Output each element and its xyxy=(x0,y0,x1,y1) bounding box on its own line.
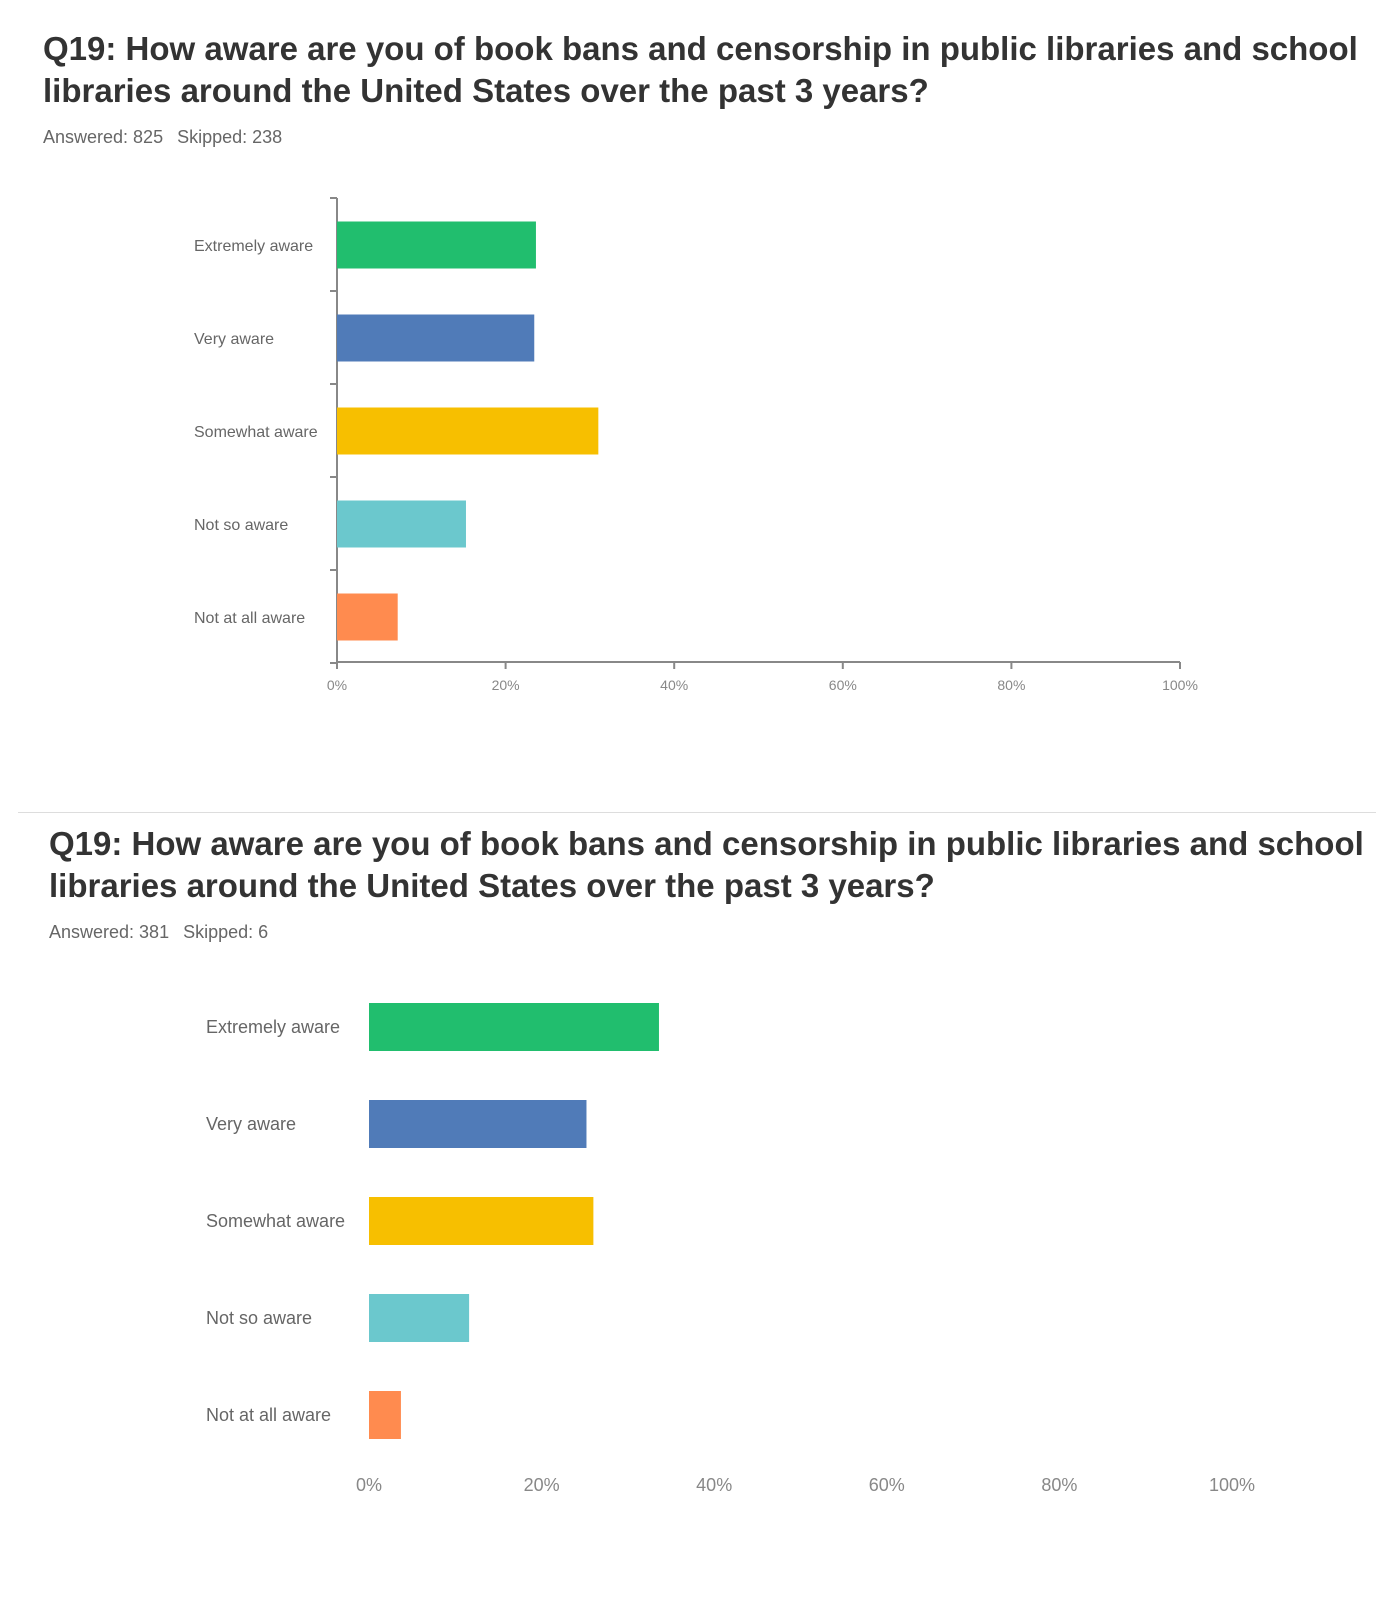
x-tick-label: 80% xyxy=(997,677,1025,693)
x-tick-label: 100% xyxy=(1209,1475,1255,1495)
bar-very-aware xyxy=(369,1100,587,1148)
category-label-very-aware: Very aware xyxy=(194,331,274,348)
x-tick-label: 0% xyxy=(356,1475,382,1495)
bar-chart: Extremely aware Very aware Somewhat aware N… xyxy=(194,197,1198,693)
bar-not-so-aware xyxy=(369,1294,470,1342)
bar-somewhat-aware xyxy=(337,407,599,455)
x-tick-label: 100% xyxy=(1162,677,1198,693)
x-tick-label: 80% xyxy=(1041,1475,1077,1495)
category-label-somewhat-aware: Somewhat aware xyxy=(194,424,318,441)
x-tick-label: 40% xyxy=(660,677,688,693)
bar-chart: Extremely aware Very aware Somewhat aware N… xyxy=(206,1003,1255,1495)
bar-somewhat-aware xyxy=(369,1197,594,1245)
category-label-not-at-all-aware: Not at all aware xyxy=(206,1405,331,1425)
category-label-not-so-aware: Not so aware xyxy=(194,517,288,534)
bar-not-at-all-aware xyxy=(337,593,398,641)
x-tick-label: 60% xyxy=(869,1475,905,1495)
x-tick-label: 20% xyxy=(524,1475,560,1495)
answered-count: Answered: 381 xyxy=(49,922,170,942)
response-counts: Answered: 381 Skipped: 6 xyxy=(49,922,268,943)
response-counts: Answered: 825 Skipped: 238 xyxy=(43,127,282,148)
category-label-extremely-aware: Extremely aware xyxy=(206,1017,340,1037)
chart-panel-2: Q19: How aware are you of book bans and … xyxy=(0,813,1394,1609)
question-title: Q19: How aware are you of book bans and … xyxy=(49,825,1364,904)
bar-not-at-all-aware xyxy=(369,1391,401,1439)
category-label-extremely-aware: Extremely aware xyxy=(194,238,313,255)
bar-very-aware xyxy=(337,314,535,362)
category-label-not-so-aware: Not so aware xyxy=(206,1308,312,1328)
bar-not-so-aware xyxy=(337,500,466,548)
x-tick-label: 20% xyxy=(492,677,520,693)
category-label-very-aware: Very aware xyxy=(206,1114,296,1134)
question-title: Q19: How aware are you of book bans and … xyxy=(43,30,1358,109)
skipped-count: Skipped: 238 xyxy=(177,127,283,147)
bar-extremely-aware xyxy=(369,1003,659,1051)
chart-panel-1: Q19: How aware are you of book bans and … xyxy=(43,30,1358,693)
x-tick-label: 0% xyxy=(327,677,347,693)
category-label-somewhat-aware: Somewhat aware xyxy=(206,1211,345,1231)
x-tick-label: 40% xyxy=(696,1475,732,1495)
category-label-not-at-all-aware: Not at all aware xyxy=(194,610,305,627)
panel-divider xyxy=(18,812,1376,813)
bar-extremely-aware xyxy=(337,221,536,269)
answered-count: Answered: 825 xyxy=(43,127,164,147)
skipped-count: Skipped: 6 xyxy=(183,922,269,942)
x-tick-label: 60% xyxy=(829,677,857,693)
